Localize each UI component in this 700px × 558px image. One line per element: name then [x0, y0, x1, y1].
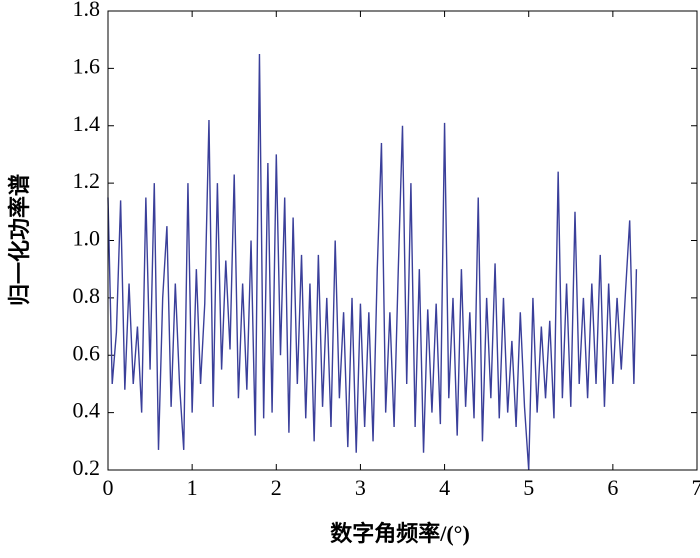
y-tick-label: 0.8 [73, 283, 101, 308]
y-axis-label: 归一化功率谱 [7, 174, 32, 306]
x-tick-label: 2 [271, 475, 282, 500]
x-tick-label: 5 [523, 475, 534, 500]
data-line [108, 54, 636, 470]
x-tick-label: 0 [103, 475, 114, 500]
plot-frame [108, 11, 697, 470]
x-tick-label: 1 [187, 475, 198, 500]
x-tick-label: 7 [692, 475, 700, 500]
y-tick-label: 1.8 [73, 0, 101, 21]
y-tick-label: 0.4 [73, 398, 101, 423]
x-tick-label: 3 [355, 475, 366, 500]
y-tick-label: 0.2 [73, 455, 101, 480]
x-tick-label: 4 [439, 475, 450, 500]
y-tick-label: 1.4 [73, 111, 101, 136]
y-tick-label: 1.6 [73, 53, 101, 78]
x-tick-label: 6 [607, 475, 618, 500]
y-tick-label: 1.0 [73, 226, 101, 251]
x-axis-label: 数字角频率/(°) [330, 521, 470, 546]
y-tick-label: 0.6 [73, 340, 101, 365]
y-tick-label: 1.2 [73, 168, 101, 193]
